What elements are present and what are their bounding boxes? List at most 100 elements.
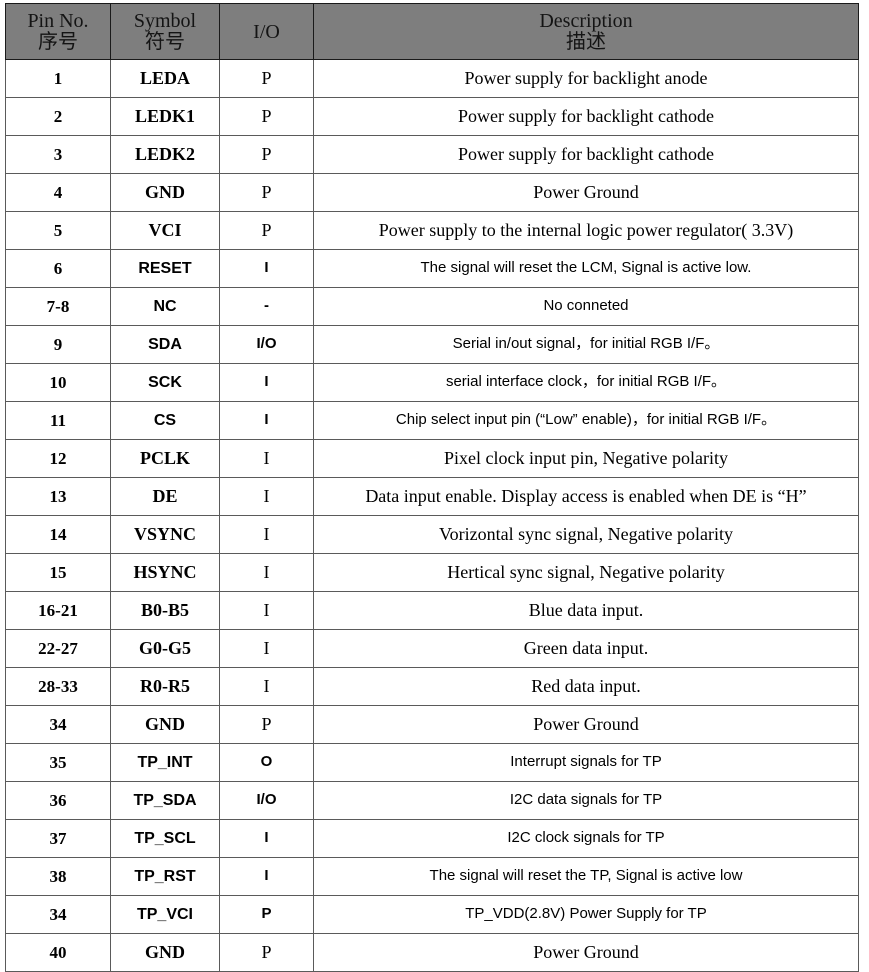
description-cell: Power supply to the internal logic power… (313, 211, 859, 250)
symbol-cell: LEDK2 (110, 135, 220, 174)
io-type-cell: P (219, 933, 314, 972)
description-cell: I2C data signals for TP (313, 781, 859, 820)
pin-number-cell: 16-21 (5, 591, 111, 630)
symbol-cell: PCLK (110, 439, 220, 478)
table-row: 34 TP_VCI P TP_VDD(2.8V) Power Supply for T… (5, 895, 859, 934)
symbol-cell: G0-G5 (110, 629, 220, 668)
table-row: 3 LEDK2 P Power supply for backlight cathod… (5, 135, 859, 174)
pin-number-cell: 14 (5, 515, 111, 554)
description-cell: The signal will reset the LCM, Signal is… (313, 249, 859, 288)
symbol-cell: HSYNC (110, 553, 220, 592)
io-type-cell: P (219, 135, 314, 174)
pin-number-cell: 7-8 (5, 287, 111, 326)
description-cell: Hertical sync signal, Negative polarity (313, 553, 859, 592)
description-cell: No conneted (313, 287, 859, 326)
description-cell: Serial in/out signal，for initial RGB I/F… (313, 325, 859, 364)
pin-number-cell: 13 (5, 477, 111, 516)
column-header-symbol: Symbol 符号 (110, 3, 220, 60)
column-header-description-en: Description (539, 9, 633, 32)
pin-description-table-container: Pin No. 序号 Symbol 符号 I/O Description 描述 … (5, 3, 859, 972)
io-type-cell: P (219, 173, 314, 212)
pin-number-cell: 28-33 (5, 667, 111, 706)
description-cell: serial interface clock，for initial RGB I… (313, 363, 859, 402)
pin-number-cell: 40 (5, 933, 111, 972)
pin-number-cell: 34 (5, 705, 111, 744)
io-type-cell: I (219, 439, 314, 478)
pin-number-cell: 3 (5, 135, 111, 174)
io-type-cell: I (219, 515, 314, 554)
column-header-pin-no-cn: 序号 (38, 31, 78, 53)
table-row: 36 TP_SDA I/O I2C data signals for TP (5, 781, 859, 820)
pin-number-cell: 38 (5, 857, 111, 896)
symbol-cell: DE (110, 477, 220, 516)
symbol-cell: B0-B5 (110, 591, 220, 630)
table-row: 1 LEDA P Power supply for backlight anode (5, 59, 859, 98)
io-type-cell: P (219, 705, 314, 744)
table-header-row: Pin No. 序号 Symbol 符号 I/O Description 描述 (5, 3, 859, 60)
table-header: Pin No. 序号 Symbol 符号 I/O Description 描述 (5, 3, 859, 60)
description-cell: Pixel clock input pin, Negative polarity (313, 439, 859, 478)
pin-number-cell: 22-27 (5, 629, 111, 668)
table-row: 5 VCI P Power supply to the internal logic … (5, 211, 859, 250)
symbol-cell: SDA (110, 325, 220, 364)
pin-number-cell: 37 (5, 819, 111, 858)
table-row: 4 GND P Power Ground (5, 173, 859, 212)
io-type-cell: I (219, 363, 314, 402)
pin-number-cell: 1 (5, 59, 111, 98)
io-type-cell: I (219, 591, 314, 630)
column-header-io: I/O (219, 3, 314, 60)
table-row: 2 LEDK1 P Power supply for backlight cathod… (5, 97, 859, 136)
io-type-cell: I (219, 249, 314, 288)
symbol-cell: TP_VCI (110, 895, 220, 934)
table-row: 16-21 B0-B5 I Blue data input. (5, 591, 859, 630)
symbol-cell: GND (110, 705, 220, 744)
io-type-cell: I (219, 857, 314, 896)
symbol-cell: GND (110, 933, 220, 972)
pin-number-cell: 36 (5, 781, 111, 820)
pin-number-cell: 10 (5, 363, 111, 402)
pin-number-cell: 34 (5, 895, 111, 934)
description-cell: Chip select input pin (“Low” enable)，for… (313, 401, 859, 440)
description-cell: Data input enable. Display access is ena… (313, 477, 859, 516)
table-row: 40 GND P Power Ground (5, 933, 859, 972)
pin-number-cell: 12 (5, 439, 111, 478)
column-header-io-en: I/O (253, 20, 280, 43)
io-type-cell: P (219, 97, 314, 136)
column-header-description: Description 描述 (313, 3, 859, 60)
description-cell: The signal will reset the TP, Signal is … (313, 857, 859, 896)
description-cell: TP_VDD(2.8V) Power Supply for TP (313, 895, 859, 934)
table-row: 35 TP_INT O Interrupt signals for TP (5, 743, 859, 782)
table-row: 13 DE I Data input enable. Display access i… (5, 477, 859, 516)
description-cell: Power supply for backlight anode (313, 59, 859, 98)
io-type-cell: I (219, 477, 314, 516)
symbol-cell: RESET (110, 249, 220, 288)
column-header-description-cn: 描述 (566, 31, 606, 53)
column-header-pin-no: Pin No. 序号 (5, 3, 111, 60)
description-cell: Power Ground (313, 705, 859, 744)
description-cell: Power supply for backlight cathode (313, 97, 859, 136)
table-row: 14 VSYNC I Vorizontal sync signal, Negative… (5, 515, 859, 554)
symbol-cell: TP_RST (110, 857, 220, 896)
io-type-cell: I (219, 629, 314, 668)
io-type-cell: P (219, 895, 314, 934)
table-row: 6 RESET I The signal will reset the LCM, Si… (5, 249, 859, 288)
pin-number-cell: 6 (5, 249, 111, 288)
symbol-cell: R0-R5 (110, 667, 220, 706)
pin-number-cell: 15 (5, 553, 111, 592)
io-type-cell: I (219, 667, 314, 706)
description-cell: Power supply for backlight cathode (313, 135, 859, 174)
symbol-cell: TP_SDA (110, 781, 220, 820)
description-cell: Blue data input. (313, 591, 859, 630)
description-cell: I2C clock signals for TP (313, 819, 859, 858)
io-type-cell: I/O (219, 781, 314, 820)
description-cell: Red data input. (313, 667, 859, 706)
symbol-cell: VSYNC (110, 515, 220, 554)
column-header-symbol-cn: 符号 (145, 31, 185, 53)
io-type-cell: I (219, 553, 314, 592)
description-cell: Power Ground (313, 173, 859, 212)
description-cell: Vorizontal sync signal, Negative polarit… (313, 515, 859, 554)
description-cell: Interrupt signals for TP (313, 743, 859, 782)
table-row: 7-8 NC - No conneted (5, 287, 859, 326)
description-cell: Green data input. (313, 629, 859, 668)
table-row: 34 GND P Power Ground (5, 705, 859, 744)
